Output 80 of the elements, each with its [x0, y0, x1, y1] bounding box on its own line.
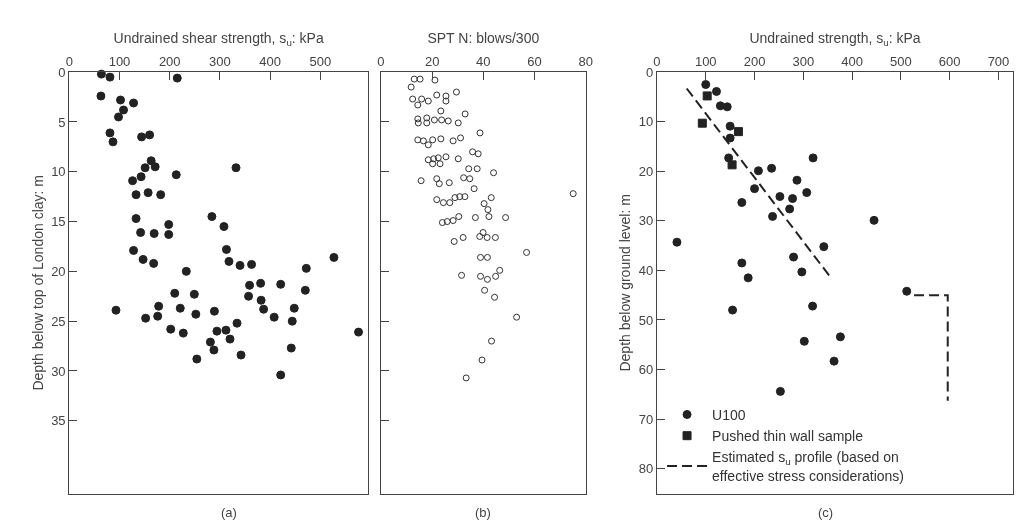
point [702, 91, 712, 101]
x-tick-label: 40 [476, 53, 491, 69]
point [767, 163, 777, 173]
y-tick-label: 25 [51, 313, 66, 329]
point [725, 121, 735, 131]
y-tick-label: 70 [638, 411, 654, 427]
point [775, 192, 785, 202]
point [835, 332, 845, 342]
y-tick-label: 5 [58, 114, 66, 130]
x-tick-label: 600 [938, 53, 961, 69]
point [802, 188, 812, 198]
y-tick-label: 10 [51, 164, 66, 180]
point [672, 237, 682, 247]
x-axis-title: Undrained shear strength, s$_{u}$: kPa [113, 30, 324, 49]
x-tick-label: 0 [377, 53, 385, 69]
y-tick-label: 30 [51, 363, 66, 379]
y-axis-title: Depth below top of London clay: m [29, 175, 46, 391]
point [799, 336, 809, 346]
x-tick-label: 700 [987, 53, 1010, 69]
text: (c) [818, 505, 834, 520]
legend-label: Estimated s$_{u}$ profile (based on effective stress considerations) [712, 449, 904, 484]
x-tick-label: 80 [578, 53, 593, 69]
point [789, 252, 799, 262]
point [869, 215, 879, 225]
text: (a) [221, 505, 237, 520]
y-tick-label: 30 [638, 213, 654, 229]
point [829, 356, 839, 366]
point [750, 184, 760, 194]
y-axis-title: Depth below ground level: m [617, 194, 634, 372]
point [697, 118, 707, 128]
point [737, 258, 747, 268]
point [808, 301, 818, 311]
point [768, 211, 778, 221]
point [797, 267, 807, 277]
text: (b) [475, 505, 491, 520]
point [727, 160, 737, 170]
point [788, 194, 798, 204]
point [722, 102, 732, 112]
x-tick-label: 500 [890, 53, 912, 69]
point [725, 133, 735, 143]
point [775, 386, 785, 396]
x-tick-label: 400 [841, 53, 863, 69]
y-tick-label: 10 [638, 114, 654, 130]
point [743, 273, 753, 283]
point [753, 166, 763, 176]
x-tick-label: 200 [158, 53, 181, 69]
point [902, 286, 912, 296]
point [808, 153, 818, 163]
y-tick-label: 80 [638, 461, 654, 477]
x-axis-title: Undrained strength, s$_{u}$: kPa [749, 30, 921, 49]
x-axis-title: SPT N: blows/300 [427, 30, 540, 47]
y-tick-label: 20 [638, 163, 654, 179]
y-tick-label: 15 [51, 214, 66, 230]
point [715, 101, 725, 111]
legend-label: U100 [712, 406, 746, 423]
point [737, 198, 747, 208]
y-tick-label: 50 [638, 312, 654, 328]
x-tick-label: 200 [743, 53, 766, 69]
y-tick-label: 60 [638, 362, 654, 378]
x-tick-label: 20 [424, 53, 440, 69]
x-tick-label: 300 [792, 53, 815, 69]
x-tick-label: 500 [309, 53, 332, 69]
point [792, 175, 802, 185]
y-tick-label: 0 [58, 64, 66, 80]
x-tick-label: 300 [209, 53, 231, 69]
point [728, 305, 738, 315]
y-tick-label: 0 [646, 64, 654, 80]
point [785, 204, 795, 214]
point [701, 80, 711, 90]
y-tick-label: 35 [51, 413, 66, 429]
x-tick-label: 400 [259, 53, 282, 69]
y-tick-label: 40 [638, 262, 654, 278]
x-tick-label: 100 [694, 53, 717, 69]
x-tick-label: 60 [527, 53, 542, 69]
point [711, 86, 721, 96]
legend-label: Pushed thin wall sample [712, 428, 864, 445]
point [819, 242, 829, 252]
x-tick-label: 100 [108, 53, 131, 69]
y-tick-label: 20 [51, 263, 66, 279]
point [733, 127, 743, 137]
